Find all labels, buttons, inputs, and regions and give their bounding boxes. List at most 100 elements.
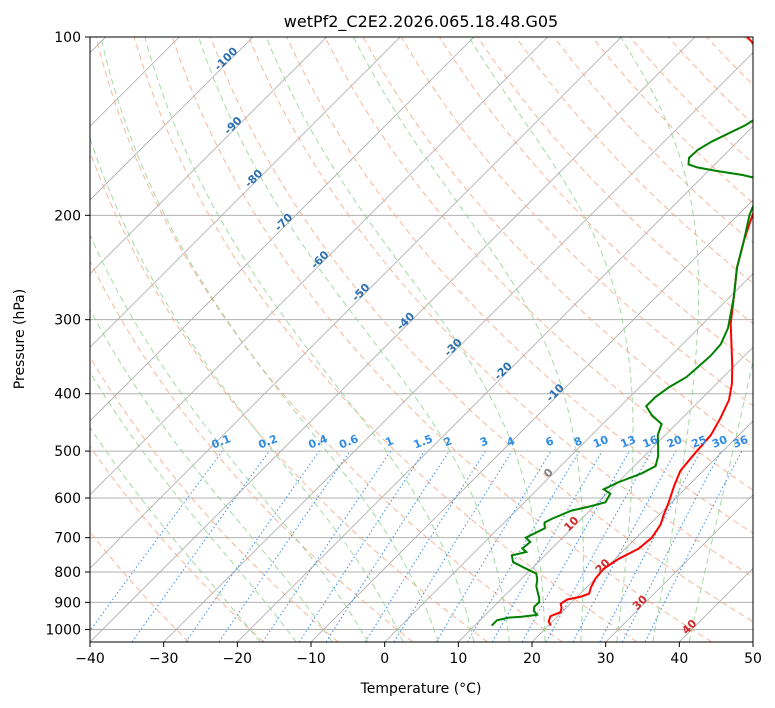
dry-adiabat-line [90,445,264,642]
mixing-ratio-line [393,450,513,642]
mixing-ratio-line [298,450,425,642]
x-tick-label: 40 [670,651,688,667]
x-tick-label: 0 [380,651,389,667]
dry-adiabat-label: -80 [242,167,265,190]
dry-adiabat-label: -70 [272,210,295,233]
dry-adiabat-label: -20 [492,359,515,382]
x-tick-label: −20 [223,651,253,667]
y-axis: 100 200 300 400 500 600 700 800 900 1000 [45,30,90,638]
y-tick-label: 100 [54,30,81,46]
x-tick-label: 10 [449,651,467,667]
moist-adiabat-line [90,233,369,642]
isotherm-line [90,37,401,348]
x-tick-label: −40 [75,651,105,667]
dry-adiabat-label: 30 [630,592,650,612]
y-tick-label: 300 [54,313,81,329]
isotherm-line [90,37,696,642]
isotherm-line [605,494,753,642]
mixing-ratio-line [644,450,743,642]
dry-adiabat-line [210,37,753,623]
mixing-ratio-line [90,450,223,632]
dry-adiabat-label: -30 [442,336,465,359]
y-tick-label: 700 [54,531,81,547]
dry-adiabat-label: 10 [561,514,581,534]
background-lines [90,37,753,642]
chart-title: wetPf2_C2E2.2026.065.18.48.G05 [284,12,558,32]
isotherm-line [310,199,753,642]
dry-adiabat-label: 40 [679,617,699,637]
y-tick-label: 900 [54,595,81,611]
x-axis-label: Temperature (°C) [360,681,482,697]
dry-adiabat-line [668,37,753,125]
mixing-ratio-label: 6 [544,434,556,449]
y-tick-label: 400 [54,387,81,403]
dry-adiabat-line [95,37,563,642]
dry-adiabat-line [90,531,190,642]
isotherm-line [531,420,753,642]
y-tick-label: 500 [54,444,81,460]
dry-adiabat-label: -90 [221,114,244,137]
isotherm-line [679,567,753,642]
moist-adiabat-line [688,358,753,642]
y-tick-label: 800 [54,565,81,581]
mixing-ratio-line [364,450,486,642]
isotherm-line [90,37,475,422]
isotherm-line [752,641,753,642]
moist-adiabat-line [144,37,475,642]
moist-adiabat-line [90,426,261,642]
mixing-ratio-label: 30 [710,433,729,451]
dry-adiabat-label: 20 [593,556,613,576]
isotherm-line [458,346,753,642]
dry-adiabat-line [90,150,488,642]
mixing-ratio-line [521,450,630,642]
moist-adiabat-line [353,37,584,642]
x-tick-label: 50 [744,651,762,667]
mixing-ratio-label: 10 [591,433,610,451]
moist-adiabat-line [90,308,333,642]
mixing-ratio-label: 2 [442,434,454,449]
y-axis-label: Pressure (hPa) [12,289,28,389]
moist-adiabat-line [100,37,439,642]
isotherm-line [384,273,753,642]
mixing-ratio-label: 1 [383,434,395,449]
dry-adiabat-label: -40 [394,310,417,333]
moist-adiabat-line [620,37,700,642]
x-axis: −40 −30 −20 −10 0 10 20 30 40 50 [75,642,762,667]
plot-frame [89,36,754,643]
dry-adiabat-label: -10 [544,381,567,404]
mixing-ratio-line [599,450,701,642]
y-tick-label: 600 [54,491,81,507]
isotherm-line [90,37,548,496]
mixing-ratio-label: 13 [619,433,638,451]
dry-adiabat-label: -60 [308,248,331,271]
dry-adiabat-label: -100 [212,44,241,73]
mixing-ratio-label: 4 [505,434,517,449]
mixing-ratio-line [218,450,351,642]
mixing-ratio-line [325,450,450,642]
mixing-ratio-line [435,450,552,642]
dry-adiabat-line [744,37,753,47]
mixing-ratio-label: 0.4 [307,432,330,451]
mixing-ratio-label: 25 [690,433,709,451]
isotherm-line [90,37,622,569]
moist-adiabat-line [198,37,510,642]
dry-adiabat-line [90,356,339,642]
mixing-ratio-line [131,450,270,642]
mixing-ratio-label: 3 [478,434,490,449]
moist-adiabat-line [265,37,546,642]
dry-adiabat-line [591,37,753,204]
mixing-ratio-label: 8 [572,434,584,449]
x-tick-label: −10 [296,651,326,667]
mixing-ratio-line [262,450,392,642]
dry-adiabat-line [171,37,712,642]
mixing-ratio-line [545,450,653,642]
mixing-ratio-label: 0.1 [210,432,233,451]
x-tick-label: 20 [523,651,541,667]
isotherm-line [163,52,753,642]
isotherm-line [90,37,327,275]
sounding-profiles [490,37,753,627]
mixing-ratio-line [185,450,320,642]
isotherm-line [237,125,753,642]
temperature-line [547,37,753,627]
